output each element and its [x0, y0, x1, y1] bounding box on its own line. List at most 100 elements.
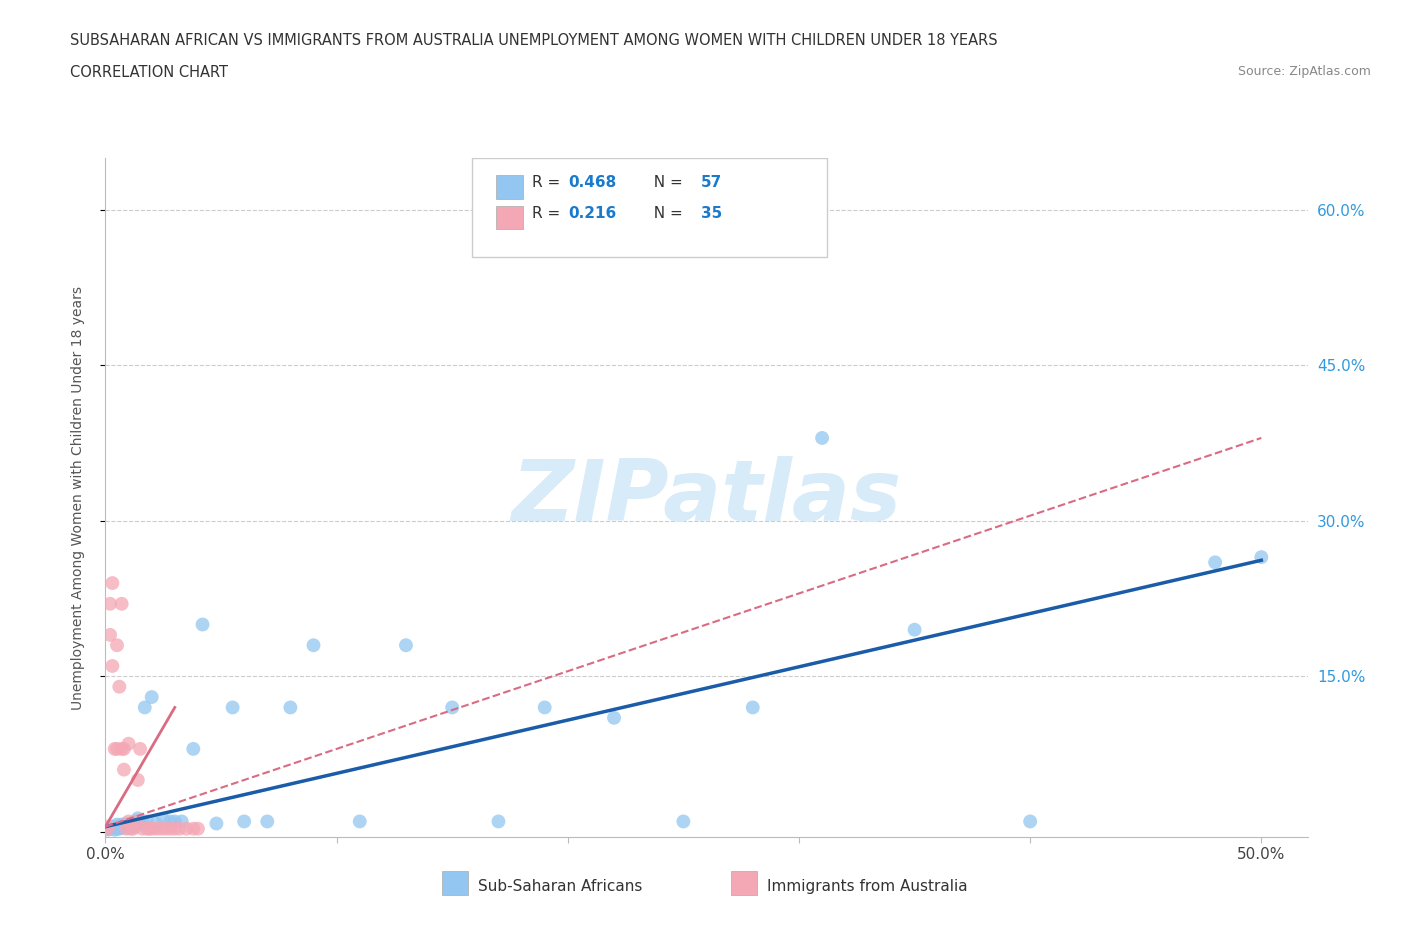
- Point: [163, 821, 186, 836]
- Point: [155, 821, 177, 836]
- Point: [117, 820, 139, 835]
- Point: [170, 814, 193, 829]
- Point: [105, 817, 128, 832]
- Point: [98, 821, 121, 836]
- Point: [111, 817, 134, 832]
- Point: [124, 814, 146, 829]
- Point: [112, 763, 135, 777]
- Point: [120, 821, 142, 836]
- Point: [111, 596, 134, 611]
- Text: SUBSAHARAN AFRICAN VS IMMIGRANTS FROM AUSTRALIA UNEMPLOYMENT AMONG WOMEN WITH CH: SUBSAHARAN AFRICAN VS IMMIGRANTS FROM AU…: [70, 33, 998, 47]
- Point: [131, 814, 153, 829]
- Point: [191, 618, 214, 632]
- Y-axis label: Unemployment Among Women with Children Under 18 years: Unemployment Among Women with Children U…: [70, 286, 84, 710]
- Point: [441, 700, 464, 715]
- Point: [115, 817, 138, 831]
- Point: [108, 818, 131, 833]
- Point: [159, 814, 181, 829]
- Point: [124, 814, 146, 829]
- Point: [112, 818, 135, 833]
- Point: [176, 821, 198, 836]
- Point: [129, 817, 152, 831]
- Point: [134, 700, 156, 715]
- Point: [181, 741, 204, 756]
- FancyBboxPatch shape: [472, 158, 827, 257]
- Point: [105, 821, 128, 836]
- Text: ZIPatlas: ZIPatlas: [512, 456, 901, 539]
- Point: [1250, 550, 1272, 565]
- Text: N =: N =: [644, 206, 688, 220]
- Point: [181, 821, 204, 836]
- Text: R =: R =: [533, 175, 565, 190]
- Bar: [731, 870, 756, 895]
- Point: [117, 814, 139, 829]
- Point: [811, 431, 834, 445]
- Point: [138, 821, 160, 836]
- Point: [97, 819, 120, 834]
- Point: [117, 737, 139, 751]
- Point: [101, 576, 124, 591]
- Text: R =: R =: [533, 206, 565, 220]
- Point: [101, 820, 124, 835]
- Text: N =: N =: [644, 175, 688, 190]
- Bar: [496, 206, 523, 230]
- Point: [145, 821, 167, 836]
- Text: Source: ZipAtlas.com: Source: ZipAtlas.com: [1237, 65, 1371, 78]
- Point: [205, 817, 228, 831]
- Point: [115, 819, 138, 834]
- Point: [108, 679, 131, 694]
- Point: [97, 821, 120, 836]
- Point: [120, 817, 142, 831]
- Point: [105, 741, 128, 756]
- Point: [163, 814, 186, 829]
- Point: [136, 814, 159, 829]
- Point: [104, 822, 127, 837]
- Point: [256, 814, 278, 829]
- Point: [280, 700, 302, 715]
- Point: [395, 638, 418, 653]
- Point: [136, 821, 159, 836]
- Point: [169, 821, 191, 836]
- Bar: [441, 870, 468, 895]
- Point: [117, 817, 139, 832]
- Text: 57: 57: [700, 175, 721, 190]
- Point: [903, 622, 925, 637]
- Point: [159, 821, 181, 836]
- Point: [488, 814, 510, 829]
- Point: [104, 820, 127, 835]
- Point: [120, 819, 142, 834]
- Point: [127, 773, 149, 788]
- Point: [98, 596, 121, 611]
- Point: [741, 700, 763, 715]
- Point: [221, 700, 243, 715]
- Point: [115, 821, 138, 836]
- Point: [1019, 814, 1042, 829]
- Point: [101, 819, 124, 834]
- Point: [141, 821, 163, 836]
- Point: [105, 638, 128, 653]
- Point: [112, 820, 135, 835]
- Point: [302, 638, 325, 653]
- Point: [122, 815, 145, 830]
- Point: [603, 711, 626, 725]
- Point: [104, 741, 127, 756]
- Point: [141, 690, 163, 705]
- Point: [122, 818, 145, 833]
- Bar: [496, 175, 523, 199]
- Point: [672, 814, 695, 829]
- Point: [122, 821, 145, 836]
- Point: [533, 700, 555, 715]
- Point: [111, 741, 134, 756]
- Point: [233, 814, 256, 829]
- Text: CORRELATION CHART: CORRELATION CHART: [70, 65, 228, 80]
- Point: [187, 821, 209, 836]
- Point: [152, 812, 174, 827]
- Point: [124, 819, 146, 834]
- Point: [111, 820, 134, 835]
- Point: [127, 811, 149, 826]
- Point: [149, 821, 172, 836]
- Point: [112, 741, 135, 756]
- Text: 35: 35: [700, 206, 721, 220]
- Point: [105, 819, 128, 834]
- Point: [129, 741, 152, 756]
